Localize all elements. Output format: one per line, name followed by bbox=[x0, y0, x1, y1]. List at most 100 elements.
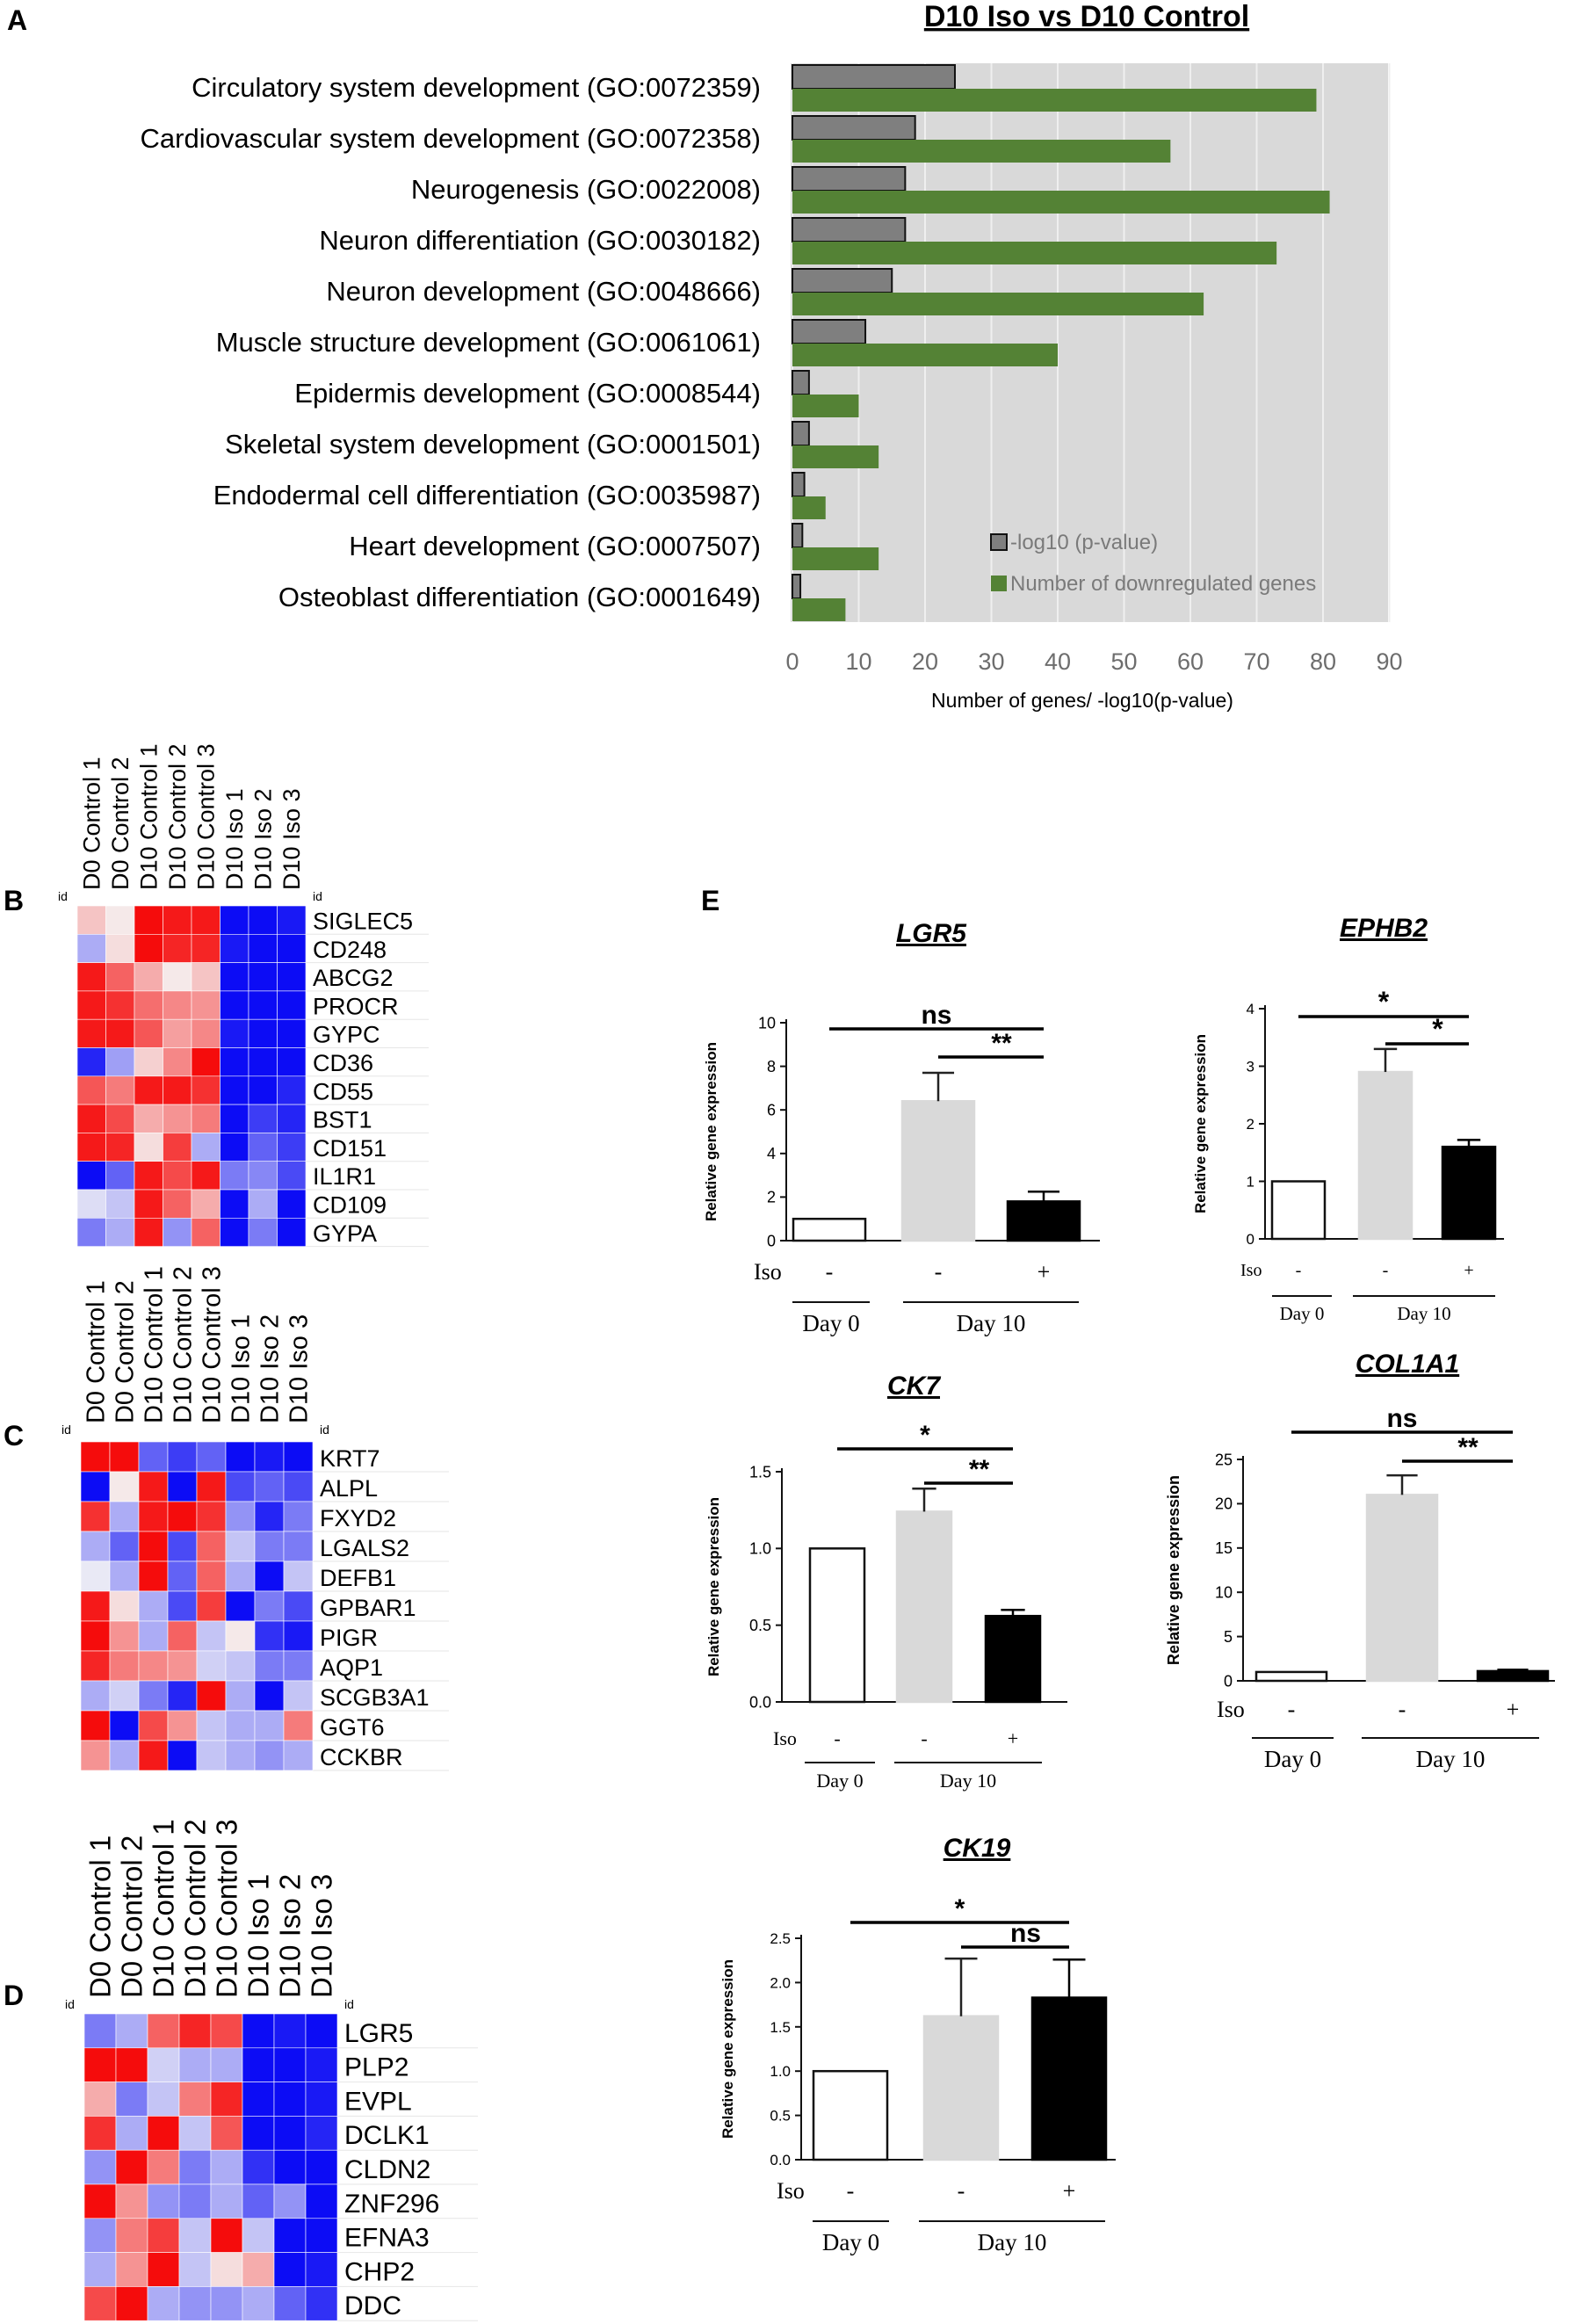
heat-cell bbox=[220, 934, 249, 963]
bar-pvalue bbox=[792, 472, 806, 497]
heat-cell bbox=[283, 1740, 314, 1771]
column-label: D0 Control 2 bbox=[116, 1835, 148, 1998]
x-tick-label: 30 bbox=[978, 648, 1004, 675]
heat-cell bbox=[248, 1133, 278, 1162]
heat-cell bbox=[196, 1501, 227, 1532]
y-tick-label: 0 bbox=[1224, 1672, 1233, 1690]
bar bbox=[1441, 1145, 1497, 1241]
row-label: ZNF296 bbox=[344, 2190, 439, 2219]
heat-cell bbox=[105, 934, 135, 963]
significance-label: * bbox=[955, 1894, 965, 1923]
heat-cell bbox=[210, 2252, 243, 2287]
heat-cell bbox=[191, 990, 221, 1020]
column-label: D10 Iso 2 bbox=[274, 1874, 307, 1998]
heat-cell bbox=[196, 1710, 227, 1741]
heat-cell bbox=[220, 1104, 249, 1133]
heat-cell bbox=[105, 1218, 135, 1247]
heat-cell bbox=[225, 1441, 256, 1473]
y-tick-label: 3 bbox=[1247, 1058, 1254, 1075]
group-label-day10: Day 10 bbox=[957, 1310, 1026, 1336]
heat-cell bbox=[178, 2116, 212, 2151]
row-label: DEFB1 bbox=[320, 1565, 396, 1591]
row-label: CD151 bbox=[313, 1135, 387, 1162]
heat-cell bbox=[134, 905, 163, 935]
heat-cell bbox=[105, 905, 135, 935]
y-tick-label: 2.0 bbox=[770, 1974, 791, 1991]
row-label: CHP2 bbox=[344, 2257, 415, 2286]
bar-pvalue bbox=[792, 166, 907, 192]
iso-label: Iso bbox=[1217, 1697, 1245, 1722]
y-tick-label: 15 bbox=[1215, 1539, 1233, 1557]
heat-cell bbox=[138, 1650, 169, 1682]
heat-cell bbox=[178, 2081, 212, 2117]
heat-cell bbox=[138, 1501, 169, 1532]
heat-cell bbox=[134, 1189, 163, 1219]
heat-cell bbox=[277, 1047, 307, 1077]
heat-cell bbox=[80, 1680, 111, 1712]
heat-cell bbox=[167, 1471, 198, 1502]
bar-pvalue bbox=[792, 64, 956, 90]
chart-title: LGR5 bbox=[896, 919, 967, 948]
column-label: D10 Control 2 bbox=[179, 1819, 212, 1998]
heat-cell bbox=[80, 1590, 111, 1622]
heat-cell bbox=[163, 1104, 192, 1133]
column-label: D10 Iso 1 bbox=[228, 1314, 256, 1423]
heat-cell bbox=[163, 962, 192, 992]
iso-mark: - bbox=[958, 2178, 965, 2204]
heat-cell bbox=[248, 1189, 278, 1219]
heat-cell bbox=[80, 1620, 111, 1652]
heat-cell bbox=[80, 1501, 111, 1532]
heat-cell bbox=[305, 2183, 338, 2219]
heat-cell bbox=[210, 2116, 243, 2151]
heat-cell bbox=[80, 1441, 111, 1473]
heat-cell bbox=[242, 2047, 275, 2082]
heat-cell bbox=[105, 962, 135, 992]
row-label: CD109 bbox=[313, 1191, 387, 1218]
column-label: D10 Iso 3 bbox=[286, 1314, 314, 1423]
y-tick-label: 25 bbox=[1215, 1451, 1233, 1468]
row-label: LGALS2 bbox=[320, 1535, 409, 1561]
bar bbox=[812, 2069, 889, 2161]
iso-mark: + bbox=[1038, 1259, 1051, 1285]
heat-cell bbox=[191, 1218, 221, 1247]
heat-cell bbox=[105, 1161, 135, 1191]
bar-pvalue bbox=[792, 574, 802, 599]
heat-cell bbox=[220, 1018, 249, 1048]
heat-cell bbox=[134, 1133, 163, 1162]
column-label: D10 Control 3 bbox=[199, 1266, 227, 1423]
heat-cell bbox=[80, 1650, 111, 1682]
heat-cell bbox=[191, 1075, 221, 1105]
row-label: PROCR bbox=[313, 993, 399, 1019]
panel-label-a: A bbox=[7, 4, 27, 36]
bar bbox=[1365, 1494, 1439, 1683]
heat-cell bbox=[283, 1620, 314, 1652]
panel-label-d: D bbox=[4, 1980, 24, 2011]
bar-pvalue bbox=[792, 523, 804, 548]
iso-mark: - bbox=[1399, 1697, 1406, 1722]
panel-label-c: C bbox=[4, 1420, 24, 1452]
column-label: D0 Control 2 bbox=[112, 1280, 140, 1423]
heat-cell bbox=[277, 1218, 307, 1247]
heat-cell bbox=[277, 1104, 307, 1133]
heat-cell bbox=[220, 990, 249, 1020]
row-label: GYPA bbox=[313, 1220, 377, 1247]
heat-cell bbox=[283, 1441, 314, 1473]
heat-cell bbox=[305, 2149, 338, 2185]
heat-cell bbox=[134, 1047, 163, 1077]
heat-cell bbox=[254, 1471, 285, 1502]
heat-cell bbox=[225, 1501, 256, 1532]
heat-cell bbox=[76, 1104, 106, 1133]
heat-cell bbox=[191, 1133, 221, 1162]
x-tick-label: 20 bbox=[912, 648, 938, 675]
y-tick-label: 2 bbox=[1247, 1116, 1254, 1133]
bar-chart-col1a1: COL1A1 0 5 10 15 20 25 Relative gene expression… bbox=[1165, 1350, 1555, 1772]
panel-label-e: E bbox=[701, 885, 719, 916]
heat-cell bbox=[115, 2116, 148, 2151]
group-label-day0: Day 0 bbox=[1264, 1746, 1321, 1772]
heat-cell bbox=[109, 1471, 140, 1502]
heat-cell bbox=[76, 990, 106, 1020]
heat-cell bbox=[277, 1018, 307, 1048]
heat-cell bbox=[163, 1218, 192, 1247]
heat-cell bbox=[283, 1501, 314, 1532]
